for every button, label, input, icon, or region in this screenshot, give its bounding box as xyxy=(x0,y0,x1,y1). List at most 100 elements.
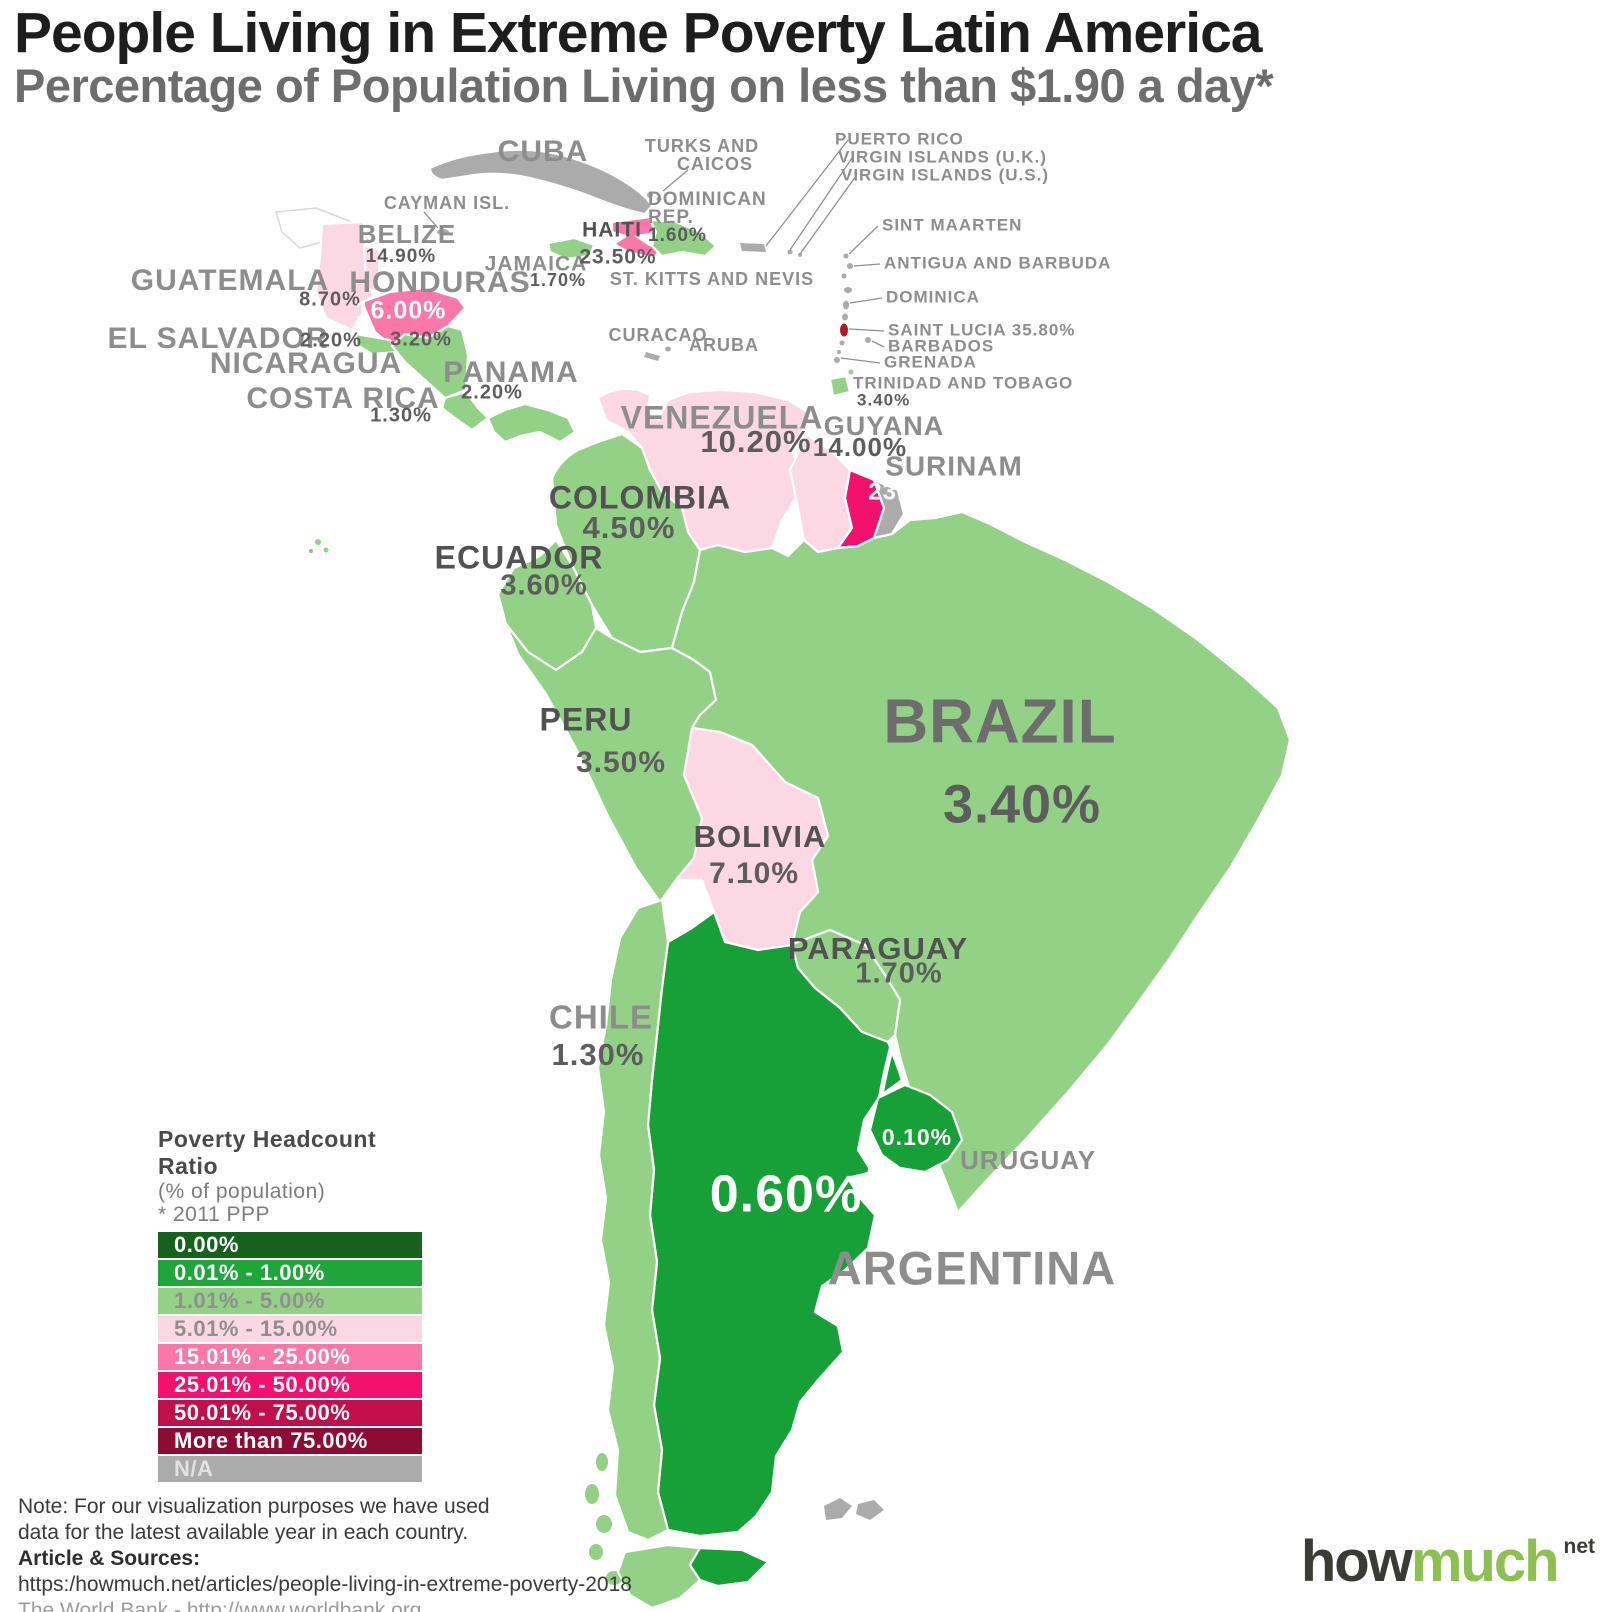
label-grenada: GRENADA xyxy=(884,352,977,371)
leader-turks-and-caicos xyxy=(662,169,689,192)
label-belize: BELIZE xyxy=(358,219,456,249)
legend-label-3: 5.01% - 15.00% xyxy=(174,1316,338,1341)
island-chain-1 xyxy=(841,273,847,279)
value-brazil: 3.40% xyxy=(943,774,1101,834)
country-costa-rica xyxy=(440,390,490,432)
island-cayman xyxy=(437,229,449,235)
country-chile xyxy=(596,898,670,1542)
note-line-1: Note: For our visualization purposes we … xyxy=(18,1495,490,1518)
label-saint-lucia: SAINT LUCIA 35.80% xyxy=(888,320,1075,339)
source-url: https:/howmuch.net/articles/people-livin… xyxy=(18,1573,632,1596)
island-chile-arch-2 xyxy=(585,1484,599,1504)
country-guatemala xyxy=(314,220,376,332)
island-aruba xyxy=(665,346,671,352)
legend-row-0: 0.00% xyxy=(158,1232,422,1258)
label-dominican-line2: REP. xyxy=(648,207,694,228)
island-guadeloupe xyxy=(844,287,852,293)
country-uruguay xyxy=(868,1083,964,1174)
country-dominican-republic xyxy=(648,218,718,258)
leader-saint-lucia xyxy=(848,328,885,332)
legend: Poverty Headcount Ratio (% of population… xyxy=(158,1126,422,1484)
value-surinam: 23.40% xyxy=(868,478,955,505)
label-argentina: ARGENTINA xyxy=(828,1241,1116,1294)
value-jamaica: 1.70% xyxy=(530,270,586,290)
island-turks-1 xyxy=(647,192,653,198)
island-sint-maarten xyxy=(843,253,849,259)
label-venezuela: VENEZUELA xyxy=(621,399,824,435)
leader-virgin-islands-uk xyxy=(789,157,853,251)
value-trinidad: 3.40% xyxy=(857,390,910,409)
label-el-salvador: EL SALVADOR xyxy=(107,322,328,355)
label-aruba: ARUBA xyxy=(689,335,759,355)
legend-label-6: 50.01% - 75.00% xyxy=(174,1400,351,1425)
label-curacao: CURACAO xyxy=(609,325,708,345)
label-bolivia: BOLIVIA xyxy=(694,819,827,854)
label-antigua: ANTIGUA AND BARBUDA xyxy=(884,253,1111,272)
label-trinidad: TRINIDAD AND TOBAGO xyxy=(853,373,1073,392)
legend-row-4: 15.01% - 25.00% xyxy=(158,1344,422,1370)
page-title: People Living in Extreme Poverty Latin A… xyxy=(14,1,1262,65)
label-nicaragua: NICARAGUA xyxy=(210,347,402,380)
label-barbados: BARBADOS xyxy=(888,336,994,355)
label-guatemala: GUATEMALA xyxy=(131,264,329,297)
label-dominican-line1: DOMINICAN xyxy=(648,189,767,210)
legend-label-8: N/A xyxy=(174,1456,214,1481)
value-guatemala: 8.70% xyxy=(299,288,361,310)
island-chile-arch-1 xyxy=(596,1453,608,1471)
legend-label-7: More than 75.00% xyxy=(174,1428,368,1453)
island-falkland-east xyxy=(856,1500,884,1520)
island-falkland-west xyxy=(824,1498,852,1520)
country-belize xyxy=(362,244,382,294)
island-tierra-del-fuego-chile xyxy=(616,1543,702,1610)
label-turks-line2: CAICOS xyxy=(677,154,753,174)
legend-label-5: 25.01% - 50.00% xyxy=(174,1372,351,1397)
island-turks-2 xyxy=(656,196,662,202)
island-galapagos-1 xyxy=(315,539,321,545)
label-guyana: GUYANA xyxy=(824,411,945,441)
label-colombia: COLOMBIA xyxy=(549,479,731,515)
legend-title: Poverty Headcount Ratio xyxy=(158,1126,377,1179)
page-subtitle: Percentage of Population Living on less … xyxy=(14,59,1274,112)
label-sint-maarten: SINT MAARTEN xyxy=(882,215,1022,234)
sources-heading: Article & Sources: xyxy=(18,1547,201,1570)
legend-row-6: 50.01% - 75.00% xyxy=(158,1400,422,1426)
value-colombia: 4.50% xyxy=(583,510,676,545)
label-cuba: CUBA xyxy=(498,135,589,168)
value-ecuador: 3.60% xyxy=(500,570,587,602)
legend-row-7: More than 75.00% xyxy=(158,1428,422,1454)
leader-barbados xyxy=(871,340,885,348)
label-virgin-islands-us: VIRGIN ISLANDS (U.S.) xyxy=(841,165,1049,184)
value-bolivia: 7.10% xyxy=(709,857,799,890)
island-st-vincent xyxy=(839,340,845,346)
label-ecuador: ECUADOR xyxy=(435,539,604,575)
label-brazil: BRAZIL xyxy=(883,687,1116,756)
label-paraguay: PARAGUAY xyxy=(788,931,968,966)
island-martinique xyxy=(842,313,848,321)
island-chile-arch-5 xyxy=(606,1571,622,1585)
note-line-2: data for the latest available year in ea… xyxy=(18,1521,469,1544)
value-guyana: 14.00% xyxy=(813,432,907,462)
label-jamaica: JAMAICA xyxy=(485,253,588,276)
label-uruguay: URUGUAY xyxy=(960,1145,1096,1175)
legend-label-2: 1.01% - 5.00% xyxy=(174,1288,325,1313)
leader-antigua xyxy=(853,263,881,267)
value-costa-rica: 1.30% xyxy=(370,404,432,426)
label-chile: CHILE xyxy=(549,999,653,1036)
island-tierra-del-fuego-argentina xyxy=(688,1546,770,1588)
value-uruguay: 0.10% xyxy=(882,1124,952,1150)
label-cayman: CAYMAN ISL. xyxy=(384,193,510,213)
island-chile-arch-3 xyxy=(596,1515,612,1533)
leader-sint-maarten xyxy=(848,225,879,255)
value-chile: 1.30% xyxy=(552,1037,645,1072)
label-surinam: SURINAM xyxy=(885,450,1023,481)
leader-dominica xyxy=(849,297,883,304)
value-haiti: 23.50% xyxy=(579,246,656,269)
legend-row-2: 1.01% - 5.00% xyxy=(158,1288,422,1314)
country-trinidad xyxy=(828,374,852,398)
footnote: Note: For our visualization purposes we … xyxy=(18,1494,632,1612)
legend-row-3: 5.01% - 15.00% xyxy=(158,1316,422,1342)
legend-rows: 0.00% 0.01% - 1.00% 1.01% - 5.00% 5.01% … xyxy=(158,1232,422,1482)
country-nicaragua xyxy=(390,324,470,400)
